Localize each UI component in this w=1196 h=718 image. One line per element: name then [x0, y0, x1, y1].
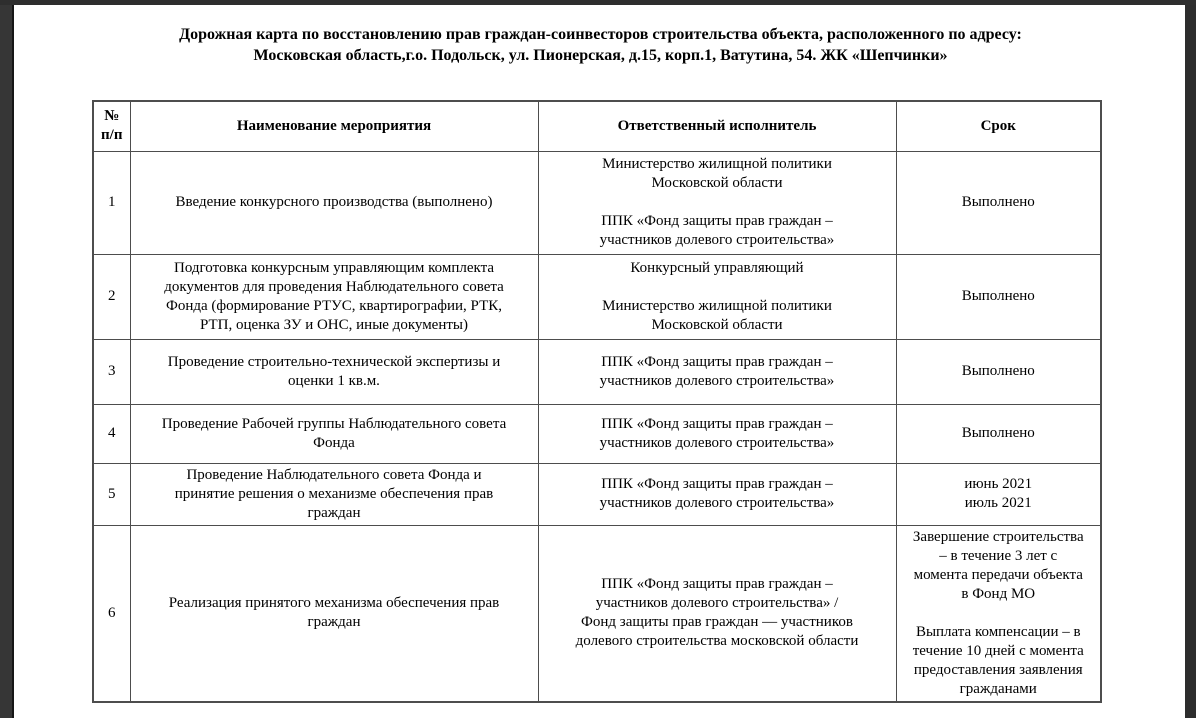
- table-row: 3 Проведение строительно-технической экс…: [92, 338, 1102, 405]
- cell-term: Выполнено: [895, 150, 1102, 255]
- viewer-frame-left: [0, 0, 14, 718]
- header-num: № п/п: [92, 100, 131, 152]
- cell-executor: ППК «Фонд защиты прав граждан – участник…: [537, 403, 897, 464]
- cell-executor: ППК «Фонд защиты прав граждан – участник…: [537, 338, 897, 405]
- cell-num: 3: [92, 338, 131, 405]
- viewer-frame-top: [0, 0, 1196, 5]
- cell-num: 4: [92, 403, 131, 464]
- viewer-frame-right: [1185, 0, 1196, 718]
- cell-activity: Реализация принятого механизма обеспечен…: [129, 524, 539, 702]
- cell-activity: Введение конкурсного производства (выпол…: [129, 150, 539, 255]
- table-header-row: № п/п Наименование мероприятия Ответстве…: [92, 100, 1102, 152]
- table-row: 5 Проведение Наблюдательного совета Фонд…: [92, 462, 1102, 526]
- table-row: 4 Проведение Рабочей группы Наблюдательн…: [92, 403, 1102, 464]
- cell-activity: Проведение строительно-технической экспе…: [129, 338, 539, 405]
- cell-executor: Конкурсный управляющий Министерство жили…: [537, 253, 897, 340]
- cell-executor: ППК «Фонд защиты прав граждан – участник…: [537, 462, 897, 526]
- cell-activity: Подготовка конкурсным управляющим компле…: [129, 253, 539, 340]
- table-row: 6 Реализация принятого механизма обеспеч…: [92, 524, 1102, 702]
- header-executor: Ответственный исполнитель: [537, 100, 897, 152]
- cell-term: Выполнено: [895, 403, 1102, 464]
- cell-term: Выполнено: [895, 253, 1102, 340]
- cell-term: Завершение строительства – в течение 3 л…: [895, 524, 1102, 702]
- cell-num: 5: [92, 462, 131, 526]
- cell-term: июнь 2021 июль 2021: [895, 462, 1102, 526]
- document-title: Дорожная карта по восстановлению прав гр…: [16, 24, 1185, 66]
- cell-activity: Проведение Наблюдательного совета Фонда …: [129, 462, 539, 526]
- cell-activity: Проведение Рабочей группы Наблюдательног…: [129, 403, 539, 464]
- roadmap-table: № п/п Наименование мероприятия Ответстве…: [92, 100, 1102, 703]
- cell-num: 1: [92, 150, 131, 255]
- header-term: Срок: [895, 100, 1102, 152]
- cell-term: Выполнено: [895, 338, 1102, 405]
- cell-executor: Министерство жилищной политики Московско…: [537, 150, 897, 255]
- cell-num: 2: [92, 253, 131, 340]
- table-row: 2 Подготовка конкурсным управляющим комп…: [92, 253, 1102, 340]
- document-title-line1: Дорожная карта по восстановлению прав гр…: [179, 26, 1022, 43]
- cell-executor: ППК «Фонд защиты прав граждан – участник…: [537, 524, 897, 702]
- header-activity: Наименование мероприятия: [129, 100, 539, 152]
- document-title-line2: Московская область,г.о. Подольск, ул. Пи…: [253, 47, 948, 64]
- document-page: Дорожная карта по восстановлению прав гр…: [16, 5, 1185, 718]
- table-row: 1 Введение конкурсного производства (вып…: [92, 150, 1102, 255]
- cell-num: 6: [92, 524, 131, 702]
